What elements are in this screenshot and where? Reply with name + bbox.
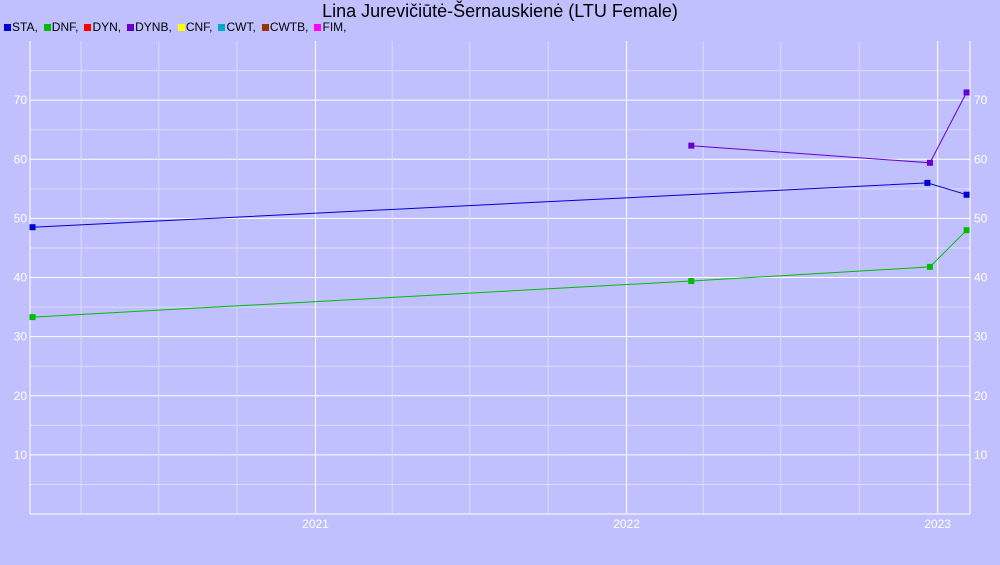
legend-item: DYN,: [84, 20, 121, 34]
legend-label: DNF,: [51, 20, 79, 34]
axes: [29, 41, 971, 515]
y-tick-label-right: 30: [974, 330, 988, 344]
legend-item: CWTB,: [261, 20, 309, 34]
y-tick-label-right: 60: [974, 152, 988, 166]
data-point-dynb: [688, 142, 695, 149]
legend-swatch: [218, 24, 226, 31]
x-tick-label: 2022: [613, 517, 640, 531]
data-point-dnf: [963, 227, 970, 234]
legend-swatch: [177, 24, 185, 31]
series-layer: [29, 89, 970, 321]
y-tick-label-right: 40: [974, 271, 988, 285]
y-tick-label-right: 70: [974, 93, 988, 107]
data-point-dynb: [926, 159, 933, 166]
legend-swatch: [43, 24, 51, 31]
legend-label: DYN,: [92, 20, 122, 34]
legend-item: CNF,: [177, 20, 213, 34]
y-tick-label-right: 50: [974, 211, 988, 225]
y-tick-label-left: 10: [14, 448, 28, 462]
y-tick-label-left: 50: [14, 211, 28, 225]
series-line-dynb: [691, 92, 968, 164]
data-point-sta: [924, 179, 931, 186]
y-tick-label-left: 70: [14, 93, 28, 107]
legend-swatch: [314, 24, 322, 31]
series-line-dnf: [32, 229, 967, 318]
data-point-dnf: [688, 278, 695, 285]
x-tick-label: 2023: [924, 517, 951, 531]
y-tick-label-left: 60: [14, 152, 28, 166]
legend-label: CNF,: [185, 20, 213, 34]
legend-swatch: [4, 24, 11, 31]
y-tick-label-left: 30: [14, 330, 28, 344]
legend: STA, DNF, DYN, DYNB, CNF, CWT, CWTB, FIM,: [4, 20, 352, 34]
legend-swatch: [261, 24, 269, 31]
legend-label: STA,: [12, 20, 38, 34]
tick-labels: 10 10 20 20 30 30 40 40 50 50 60 60 70 70 2021 2022 2023: [14, 93, 988, 531]
legend-label: FIM,: [322, 20, 347, 34]
data-point-dynb: [963, 89, 970, 96]
legend-label: CWT,: [226, 20, 256, 34]
legend-label: CWTB,: [269, 20, 309, 34]
legend-item: DYNB,: [127, 20, 172, 34]
legend-item: FIM,: [314, 20, 346, 34]
chart-title: Lina Jurevičiūtė-Šernauskienė (LTU Femal…: [322, 1, 678, 21]
data-point-sta: [29, 224, 36, 231]
y-tick-label-right: 20: [974, 389, 988, 403]
y-tick-label-right: 10: [974, 448, 988, 462]
x-tick-label: 2021: [302, 517, 329, 531]
legend-label: DYNB,: [135, 20, 172, 34]
series-line-sta: [32, 182, 967, 228]
legend-item: DNF,: [43, 20, 79, 34]
grid: [30, 41, 970, 514]
data-point-sta: [963, 191, 970, 198]
y-tick-label-left: 40: [14, 271, 28, 285]
legend-swatch: [127, 24, 135, 31]
legend-item: CWT,: [218, 20, 256, 34]
legend-swatch: [84, 24, 92, 31]
legend-item: STA,: [4, 20, 38, 34]
data-point-dnf: [926, 263, 933, 270]
data-point-dnf: [29, 314, 36, 321]
y-tick-label-left: 20: [14, 389, 28, 403]
